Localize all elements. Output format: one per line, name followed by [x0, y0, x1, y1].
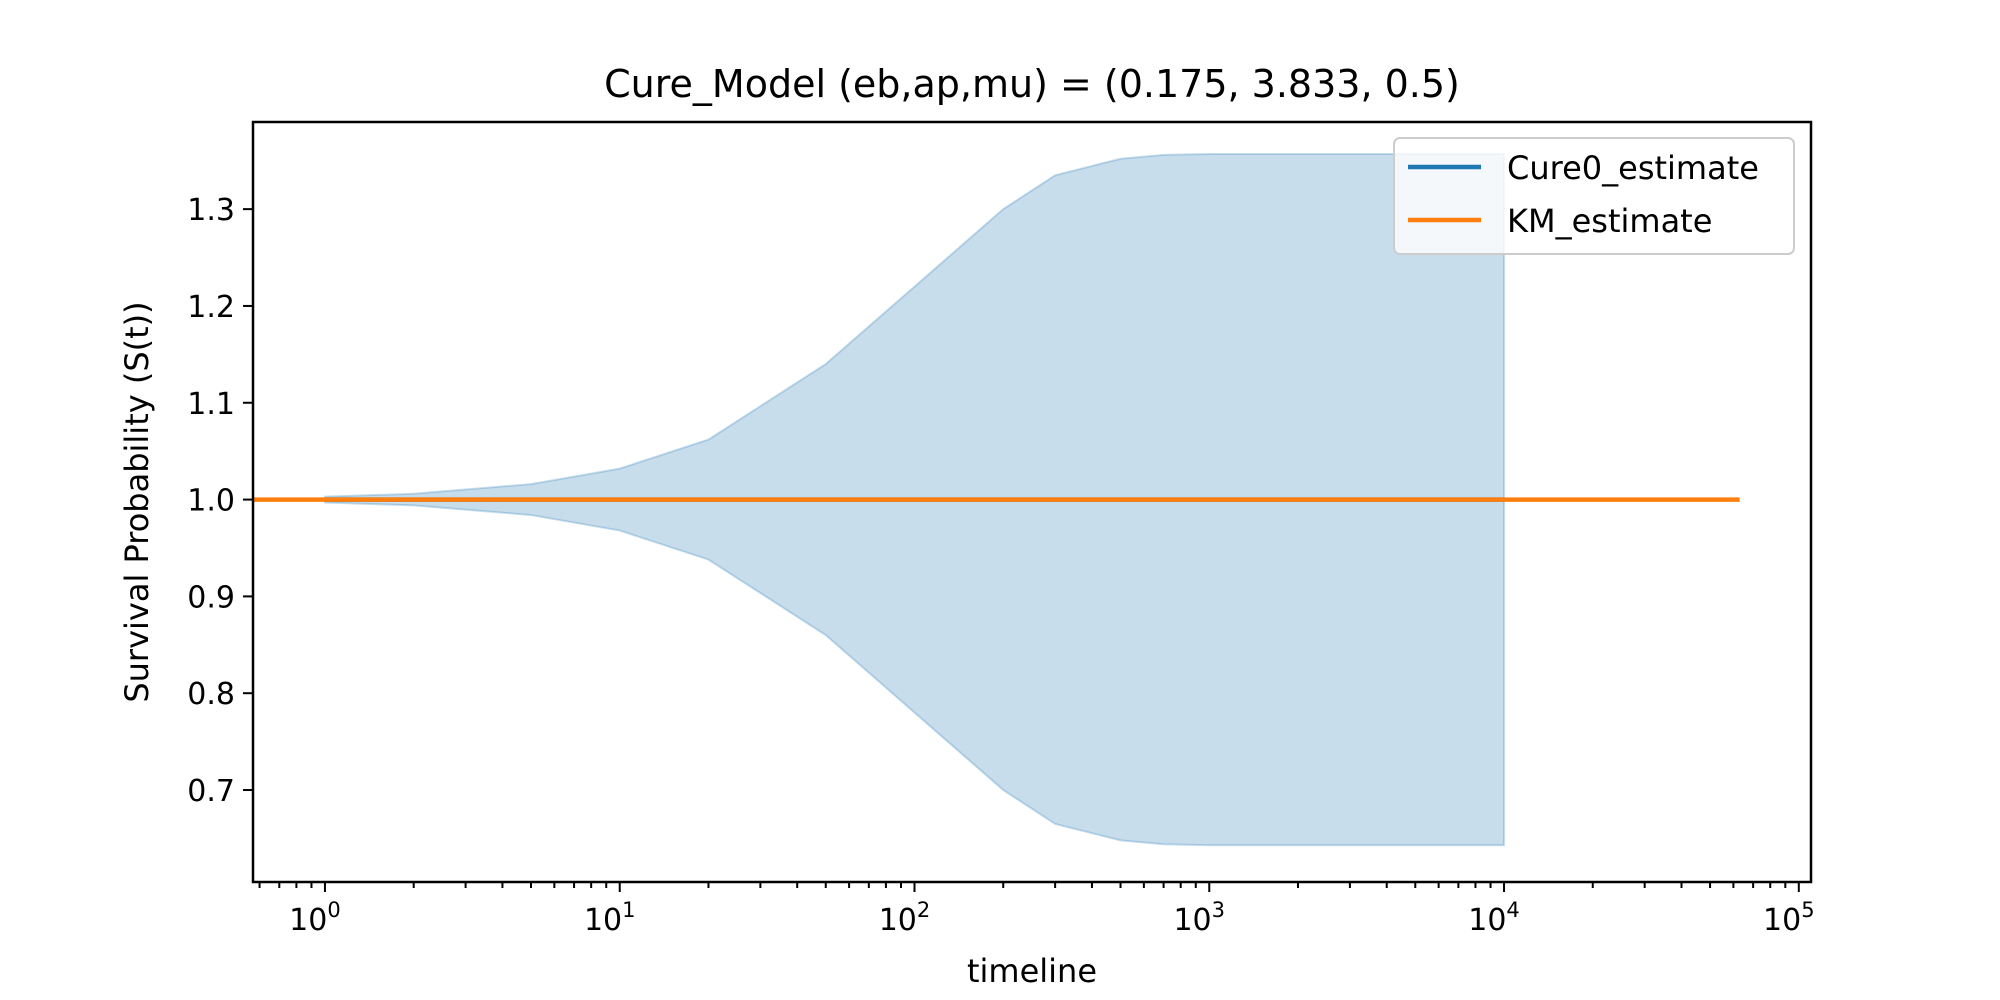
legend-label-cure0: Cure0_estimate [1507, 149, 1759, 187]
x-axis-label: timeline [967, 952, 1097, 990]
x-axis: 100 101 102 103 104 105 [258, 882, 1815, 938]
x-tick-label: 103 [1173, 898, 1225, 938]
y-axis: 0.7 0.8 0.9 1.0 1.1 1.2 1.3 [187, 193, 253, 809]
x-tick-label: 100 [289, 898, 341, 938]
x-tick-label: 105 [1763, 898, 1815, 938]
legend-label-km: KM_estimate [1507, 202, 1712, 240]
x-tick-label: 101 [584, 898, 636, 938]
plot-area [253, 152, 1740, 847]
y-tick-label: 1.2 [187, 290, 235, 325]
y-tick-label: 1.3 [187, 193, 235, 228]
x-tick-label: 104 [1468, 898, 1520, 938]
y-axis-label: Survival Probability (S(t)) [118, 301, 156, 702]
chart-title: Cure_Model (eb,ap,mu) = (0.175, 3.833, 0… [604, 62, 1460, 106]
y-tick-label: 0.7 [187, 774, 235, 809]
x-tick-label: 102 [879, 898, 931, 938]
y-tick-label: 1.1 [187, 387, 235, 422]
legend-box [1393, 137, 1795, 255]
y-tick-label: 0.9 [187, 580, 235, 615]
legend: Cure0_estimate KM_estimate [1393, 137, 1795, 255]
y-tick-label: 0.8 [187, 677, 235, 712]
y-tick-label: 1.0 [187, 484, 235, 519]
plot-frame [251, 120, 1813, 884]
